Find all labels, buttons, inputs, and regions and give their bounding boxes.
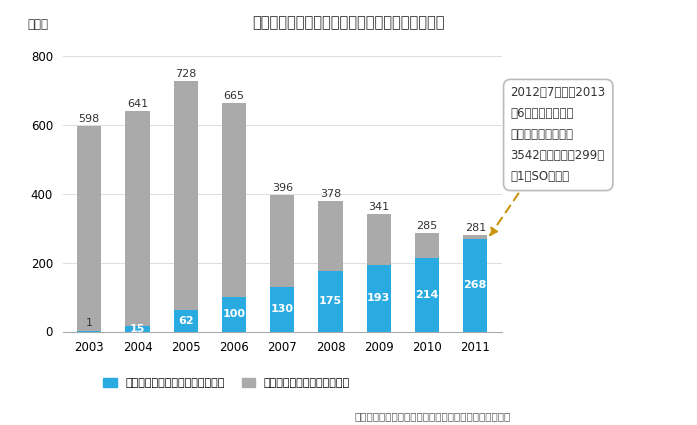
Text: 193: 193 — [367, 293, 390, 303]
Bar — [415, 233, 439, 258]
Text: 281: 281 — [465, 223, 486, 233]
Text: 598: 598 — [79, 114, 100, 124]
Text: 641: 641 — [127, 99, 148, 109]
Text: 341: 341 — [368, 202, 390, 212]
Bar — [125, 111, 150, 326]
Text: （出所）法政大学竹口教授のデータを元に大和総研作成: （出所）法政大学竹口教授のデータを元に大和総研作成 — [354, 411, 510, 421]
Text: 378: 378 — [320, 190, 341, 199]
Text: 285: 285 — [416, 221, 438, 231]
Text: 396: 396 — [272, 183, 293, 193]
Bar — [222, 297, 246, 332]
Text: 175: 175 — [319, 296, 342, 306]
Bar — [77, 126, 101, 331]
Bar — [222, 103, 246, 297]
Bar — [367, 265, 391, 332]
Text: 130: 130 — [271, 304, 293, 314]
Bar — [270, 287, 294, 332]
Text: 728: 728 — [175, 69, 197, 79]
Text: 株式報酬型ストック・オプション導入件数の推移: 株式報酬型ストック・オプション導入件数の推移 — [252, 15, 445, 30]
Bar — [464, 239, 487, 332]
Text: 665: 665 — [224, 91, 245, 101]
Bar — [174, 310, 198, 332]
Legend: 株式報酬型ストック・オプション, 通常型ストック・オプション: 株式報酬型ストック・オプション, 通常型ストック・オプション — [103, 377, 350, 388]
Bar — [125, 326, 150, 332]
Bar — [367, 214, 391, 265]
Text: 100: 100 — [222, 309, 245, 319]
Text: 15: 15 — [130, 324, 145, 334]
Text: 62: 62 — [178, 316, 194, 326]
Text: 268: 268 — [464, 280, 487, 290]
Text: 2012年7月期～2013
年6月期決算の有価
証券報告書提出企業
3542社のうち、299社
が1円SOを導入: 2012年7月期～2013 年6月期決算の有価 証券報告書提出企業 3542社の… — [490, 86, 606, 235]
Bar — [319, 271, 343, 332]
Bar — [270, 195, 294, 287]
Bar — [464, 235, 487, 239]
Bar — [415, 258, 439, 332]
Bar — [174, 81, 198, 310]
Text: （件）: （件） — [28, 18, 49, 31]
Bar — [319, 201, 343, 271]
Text: 214: 214 — [415, 290, 438, 300]
Text: 1: 1 — [86, 318, 93, 328]
